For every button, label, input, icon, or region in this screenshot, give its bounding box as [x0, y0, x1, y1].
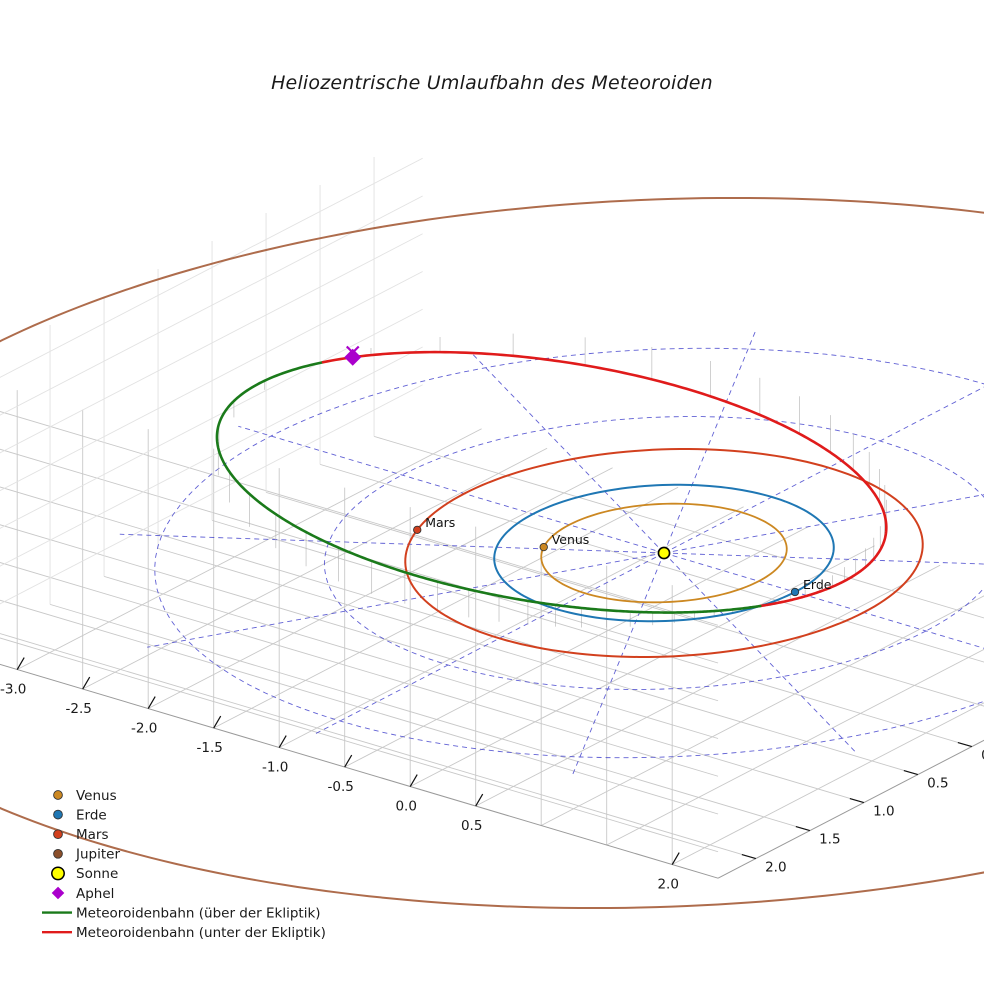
legend-label: Mars — [76, 827, 109, 843]
orbit-projection-stems — [217, 333, 887, 628]
legend: Venus Erde Mars Jupiter Sonne Aphel Meteoroide… — [42, 788, 326, 941]
legend-marker-swatch — [53, 809, 63, 820]
x-tick-label: -2.0 — [131, 721, 157, 737]
x-tick-label: -2.5 — [66, 701, 92, 717]
y-tick-label: 0.0 — [981, 748, 984, 764]
legend-marker-swatch — [53, 790, 63, 800]
axis-decorations: 2.01.51.00.50.0-0.5-1.0-3.0-2.5-2.0-1.5-… — [0, 657, 984, 893]
venus-orbit — [540, 502, 788, 604]
mars-orbit — [404, 448, 924, 658]
legend-item[interactable]: Mars — [53, 827, 109, 843]
meteoroid-orbit — [215, 350, 888, 614]
legend-label: Meteoroidenbahn (über der Ekliptik) — [76, 905, 321, 921]
y-tick-label: 1.5 — [819, 832, 840, 848]
body-marker-venus — [539, 542, 548, 552]
body-label-erde: Erde — [803, 577, 832, 592]
x-tick-label: -1.0 — [262, 760, 288, 776]
legend-label: Aphel — [76, 886, 114, 902]
x-tick-label: -0.5 — [328, 779, 354, 795]
y-tick-label: 2.0 — [765, 860, 786, 876]
legend-item[interactable]: Aphel — [51, 886, 114, 902]
body-label-venus: Venus — [552, 532, 590, 547]
legend-label: Erde — [76, 807, 107, 823]
x-tick-label: 0.5 — [461, 818, 482, 834]
legend-label: Sonne — [76, 866, 118, 882]
x-tick-label: 0.0 — [395, 799, 416, 815]
ecliptic-grid — [119, 331, 984, 775]
axes-panes — [0, 157, 984, 865]
x-tick-label: -1.5 — [197, 740, 223, 756]
legend-marker-swatch — [53, 848, 63, 859]
legend-label: Venus — [76, 788, 117, 804]
aphel-projection-marker — [345, 345, 360, 360]
body-marker-erde — [790, 587, 800, 597]
meteoroid-path-above-ecliptic — [215, 360, 752, 614]
legend-item[interactable]: Meteoroidenbahn (unter der Ekliptik) — [42, 925, 326, 941]
planet-orbits — [0, 196, 984, 910]
y-tick-label: 0.5 — [927, 776, 948, 792]
aphel-marker — [344, 348, 362, 366]
body-marker-mars — [413, 525, 422, 535]
meteoroid-path-below-ecliptic — [321, 350, 888, 608]
jupiter-orbit — [0, 196, 984, 910]
earth-orbit — [493, 483, 835, 623]
legend-diamond-swatch — [51, 886, 65, 900]
y-tick-label: 1.0 — [873, 804, 894, 820]
body-label-mars: Mars — [425, 515, 455, 530]
legend-item[interactable]: Jupiter — [53, 847, 121, 863]
x-tick-label: -3.0 — [0, 682, 26, 698]
page-title: Heliozentrische Umlaufbahn des Meteoroid… — [271, 72, 713, 94]
legend-item[interactable]: Erde — [53, 807, 107, 823]
legend-item[interactable]: Meteoroidenbahn (über der Ekliptik) — [42, 905, 321, 921]
legend-label: Jupiter — [75, 847, 120, 863]
legend-item[interactable]: Venus — [53, 788, 117, 804]
x-tick-label: 2.0 — [657, 877, 678, 893]
aphel-marker-group — [344, 345, 362, 366]
legend-marker-swatch — [53, 829, 63, 840]
legend-marker-swatch — [51, 866, 65, 881]
legend-label: Meteoroidenbahn (unter der Ekliptik) — [76, 925, 326, 941]
legend-item[interactable]: Sonne — [51, 866, 118, 882]
body-marker-sonne — [657, 546, 671, 560]
celestial-bodies: Venus Erde Mars — [413, 515, 832, 597]
meteoroid-path-above-ecliptic — [749, 604, 762, 609]
